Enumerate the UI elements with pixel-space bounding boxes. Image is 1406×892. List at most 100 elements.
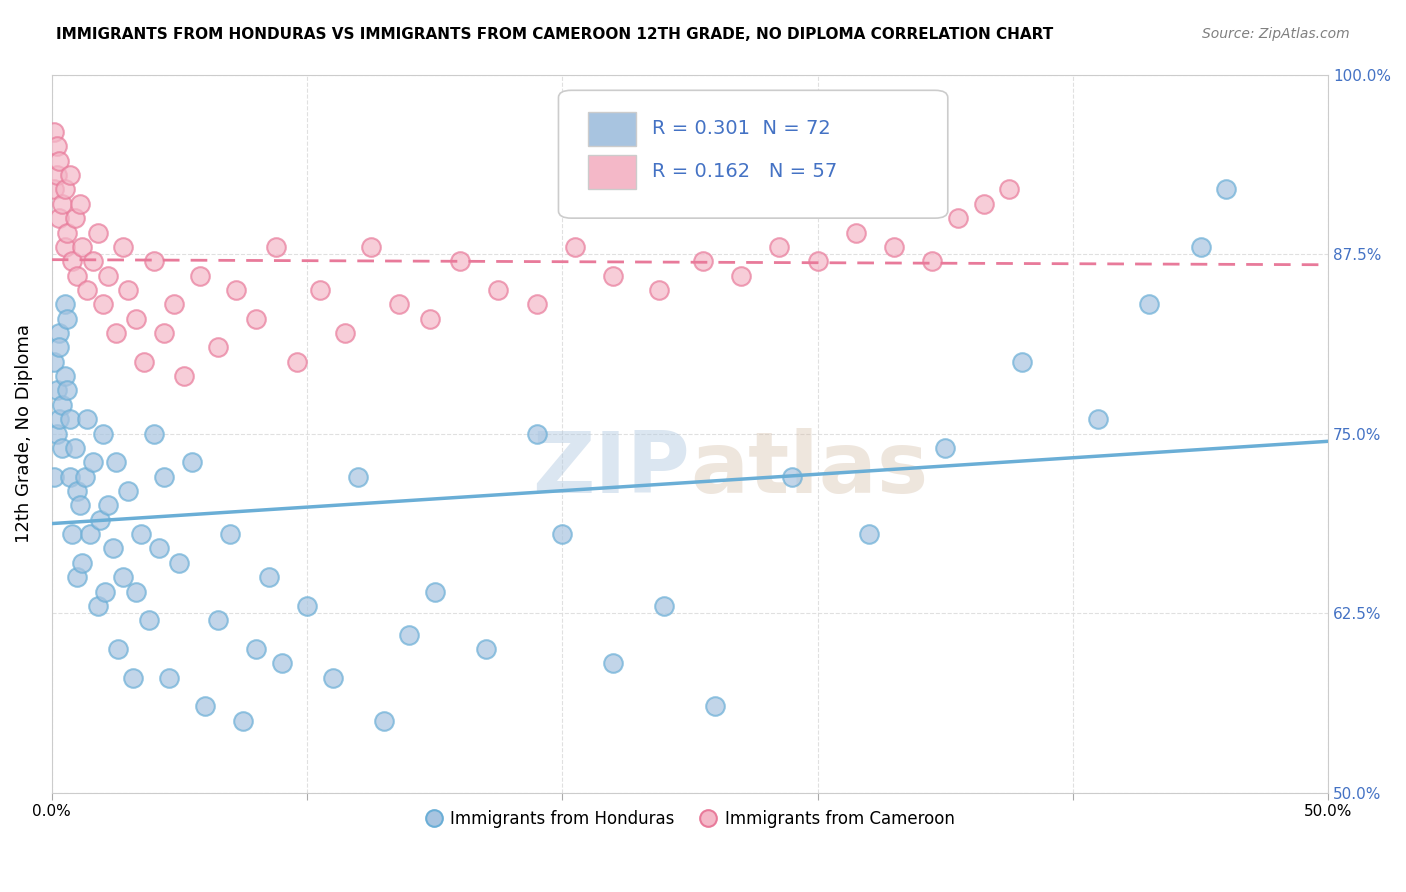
Point [181,455,204,469]
Point [946,211,969,226]
Point [66,483,89,498]
Point [322,671,344,685]
Point [270,657,292,671]
Point [122,671,145,685]
Point [53,297,76,311]
Point [704,699,727,714]
Point [60,254,83,268]
Point [45,384,67,398]
Text: R = 0.301  N = 72: R = 0.301 N = 72 [651,119,831,138]
Point [53,369,76,384]
Point [72,556,94,570]
Point [79,527,101,541]
Point [76,283,98,297]
Point [56,226,79,240]
Point [56,311,79,326]
Point [526,297,548,311]
Point [245,642,267,657]
Point [373,714,395,728]
Text: ZIP: ZIP [533,428,690,511]
Point [86,226,108,240]
Point [153,469,176,483]
Point [45,426,67,441]
Point [91,297,114,311]
Point [285,355,308,369]
Point [142,254,165,268]
Point [1087,412,1109,426]
Point [48,326,70,340]
Point [169,556,191,570]
Point [806,254,828,268]
Point [72,240,94,254]
Point [51,196,73,211]
Point [692,254,714,268]
Point [48,153,70,168]
Point [245,311,267,326]
Point [138,613,160,627]
Point [66,268,89,283]
Point [59,412,82,426]
Point [526,426,548,441]
Point [1189,240,1212,254]
Point [63,441,86,455]
Point [45,139,67,153]
Point [69,499,91,513]
Y-axis label: 12th Grade, No Diploma: 12th Grade, No Diploma [15,324,32,543]
Point [157,671,180,685]
Point [112,240,135,254]
Point [101,541,124,556]
Point [360,240,382,254]
Point [188,268,211,283]
Point [232,714,254,728]
Point [173,369,195,384]
Point [648,283,671,297]
Point [388,297,411,311]
Point [219,527,242,541]
Point [883,240,905,254]
Point [132,355,155,369]
Point [423,584,446,599]
Point [97,499,120,513]
Point [104,455,127,469]
Point [449,254,471,268]
Point [730,268,752,283]
Point [86,599,108,613]
Point [76,412,98,426]
Point [163,297,186,311]
Point [153,326,176,340]
Point [51,398,73,412]
Point [112,570,135,584]
Point [125,584,148,599]
Point [48,340,70,354]
Point [44,182,66,196]
Legend: Immigrants from Honduras, Immigrants from Cameroon: Immigrants from Honduras, Immigrants fro… [419,804,962,835]
Point [63,211,86,226]
Point [207,340,229,354]
Point [602,657,624,671]
Text: R = 0.162   N = 57: R = 0.162 N = 57 [651,162,837,181]
Point [347,469,370,483]
Point [91,426,114,441]
Point [564,240,586,254]
Point [308,283,330,297]
Point [56,384,79,398]
Point [654,599,676,613]
Point [1139,297,1161,311]
Point [398,628,420,642]
Point [82,455,104,469]
Point [207,613,229,627]
Point [1011,355,1033,369]
Point [142,426,165,441]
Point [858,527,880,541]
Point [60,527,83,541]
Point [973,196,995,211]
Text: Source: ZipAtlas.com: Source: ZipAtlas.com [1202,27,1350,41]
Point [934,441,956,455]
Point [257,570,280,584]
Text: IMMIGRANTS FROM HONDURAS VS IMMIGRANTS FROM CAMEROON 12TH GRADE, NO DIPLOMA CORR: IMMIGRANTS FROM HONDURAS VS IMMIGRANTS F… [56,27,1053,42]
Point [48,211,70,226]
Point [780,469,803,483]
Point [602,268,624,283]
Point [117,483,139,498]
Point [845,226,868,240]
